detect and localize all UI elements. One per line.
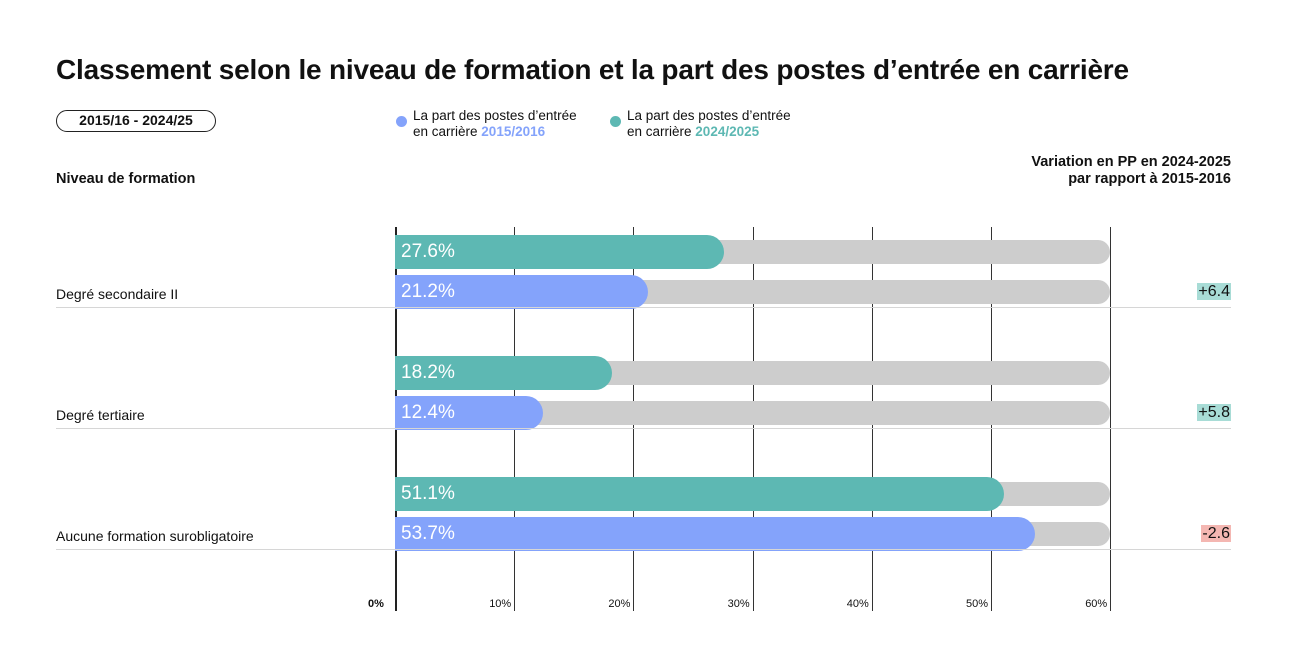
x-tick-label: 20% bbox=[608, 598, 631, 610]
legend-text-2024: La part des postes d’entrée bbox=[627, 108, 791, 123]
variation-badge: -2.6 bbox=[1201, 525, 1231, 542]
legend-item-2015: La part des postes d’entrée en carrière … bbox=[396, 108, 577, 140]
x-tick-label: 60% bbox=[1085, 598, 1108, 610]
bar-degre-secondaire-ii-2024-2025 bbox=[395, 235, 724, 269]
variation-badge: +6.4 bbox=[1197, 283, 1231, 300]
legend-item-2024: La part des postes d’entrée en carrière … bbox=[610, 108, 791, 140]
row-label-degre-secondaire-ii: Degré secondaire II bbox=[56, 286, 179, 302]
x-tick-label: 0% bbox=[368, 598, 384, 610]
row-separator bbox=[56, 428, 1231, 429]
bar-value-label: 18.2% bbox=[401, 362, 455, 383]
legend-dot-2015 bbox=[396, 116, 407, 127]
bar-value-label: 53.7% bbox=[401, 523, 455, 544]
legend-text2-2024: en carrière bbox=[627, 124, 692, 139]
row-label-degre-tertiaire: Degré tertiaire bbox=[56, 407, 145, 423]
x-tick-label: 50% bbox=[966, 598, 989, 610]
legend-text2-2015: en carrière bbox=[413, 124, 478, 139]
bar-value-label: 12.4% bbox=[401, 402, 455, 423]
variation-badge: +5.8 bbox=[1197, 404, 1231, 421]
period-badge: 2015/16 - 2024/25 bbox=[56, 110, 216, 132]
bar-degre-tertiaire-2015-2016 bbox=[395, 396, 543, 430]
column-header-variation-line1: Variation en PP en 2024-2025 bbox=[1031, 154, 1231, 170]
x-tick-label: 30% bbox=[727, 598, 750, 610]
bar-degre-tertiaire-2024-2025 bbox=[395, 356, 612, 390]
row-separator bbox=[56, 307, 1231, 308]
bar-degre-secondaire-ii-2015-2016 bbox=[395, 275, 648, 309]
row-label-aucune-formation-surobligatoire: Aucune formation surobligatoire bbox=[56, 528, 254, 544]
x-tick-label: 10% bbox=[489, 598, 512, 610]
legend-year-2015: 2015/2016 bbox=[481, 124, 546, 139]
x-tick-label: 40% bbox=[846, 598, 869, 610]
legend-text-2015: La part des postes d’entrée bbox=[413, 108, 577, 123]
legend-year-2024: 2024/2025 bbox=[695, 124, 760, 139]
row-separator bbox=[56, 549, 1231, 550]
legend-dot-2024 bbox=[610, 116, 621, 127]
gridline-60 bbox=[1110, 227, 1112, 611]
bar-value-label: 51.1% bbox=[401, 483, 455, 504]
chart-title: Classement selon le niveau de formation … bbox=[56, 54, 1129, 85]
bar-value-label: 21.2% bbox=[401, 281, 455, 302]
bar-aucune-formation-surobligatoire-2015-2016 bbox=[395, 517, 1036, 551]
column-header-variation: Variation en PP en 2024-2025 par rapport… bbox=[1031, 154, 1231, 188]
column-header-level: Niveau de formation bbox=[56, 171, 196, 187]
bar-value-label: 27.6% bbox=[401, 241, 455, 262]
column-header-variation-line2: par rapport à 2015-2016 bbox=[1068, 171, 1231, 187]
bar-aucune-formation-surobligatoire-2024-2025 bbox=[395, 477, 1005, 511]
